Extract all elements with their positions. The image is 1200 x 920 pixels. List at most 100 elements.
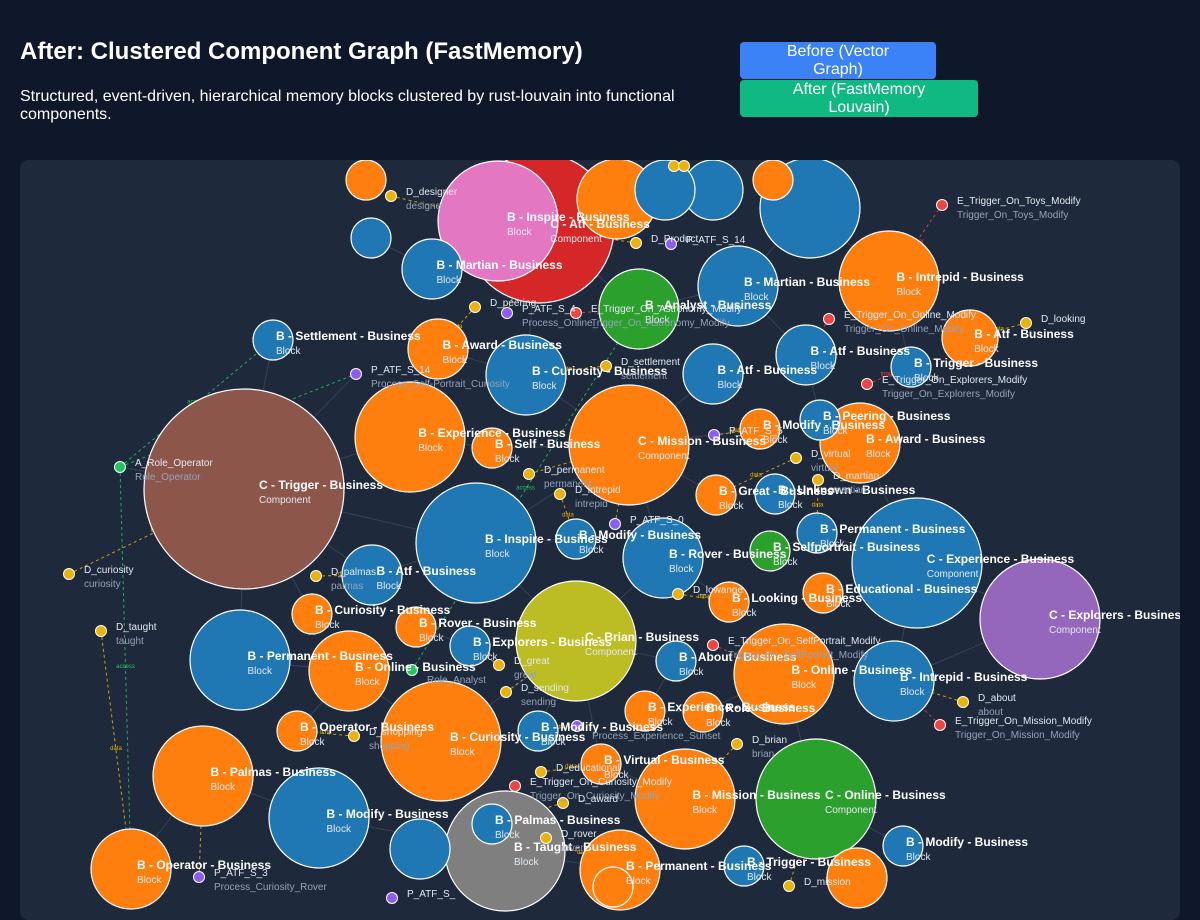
node-e-online[interactable]	[823, 313, 835, 325]
node-b-atf-mid2[interactable]	[775, 324, 837, 386]
node-b-unknown[interactable]	[754, 473, 796, 515]
node-d-mission[interactable]	[783, 880, 795, 892]
node-d-lowange[interactable]	[672, 588, 684, 600]
node-c-explorers[interactable]	[979, 558, 1101, 680]
node-b-modify-mid[interactable]	[555, 518, 597, 560]
node-e-selfportrait[interactable]	[707, 639, 719, 651]
node-b-inspire-top[interactable]	[437, 160, 559, 282]
node-b-trigger-bot[interactable]	[723, 845, 765, 887]
graph-panel[interactable]: accessaccessaccessaccessdatadatadatadata…	[20, 160, 1180, 920]
node-p-atf-s0[interactable]	[609, 518, 621, 530]
node-b-peering[interactable]	[799, 399, 841, 441]
node-p-atf-s4[interactable]	[501, 307, 513, 319]
node-c-online[interactable]	[755, 738, 877, 860]
node-b-experience-bot[interactable]	[624, 690, 666, 732]
node-d-educational[interactable]	[535, 766, 547, 778]
node-b-rover-mid[interactable]	[622, 517, 704, 599]
node-d-top2[interactable]	[668, 160, 680, 172]
node-b-about[interactable]	[655, 640, 697, 682]
node-c-brian[interactable]	[515, 580, 637, 702]
node-b-atf-left[interactable]	[341, 544, 403, 606]
node-b-self[interactable]	[471, 427, 513, 469]
node-b-educational[interactable]	[802, 572, 844, 614]
node-a-role-analyst[interactable]	[406, 664, 418, 676]
node-p-atf-s3[interactable]	[193, 871, 205, 883]
node-p-atf-s14-top[interactable]	[665, 238, 677, 250]
node-e-mission[interactable]	[934, 719, 946, 731]
node-b-taught-small[interactable]	[389, 818, 451, 880]
node-d-virtual[interactable]	[790, 452, 802, 464]
node-e-explorers[interactable]	[861, 378, 873, 390]
node-a-role-operator[interactable]	[114, 461, 126, 473]
node-b-online-left[interactable]	[308, 630, 390, 712]
component-graph[interactable]: accessaccessaccessaccessdatadatadatadata…	[20, 160, 1180, 920]
node-d-top3[interactable]	[678, 160, 690, 172]
node-b-curiosity-big[interactable]	[380, 680, 502, 802]
node-b-permanent-right[interactable]	[796, 512, 838, 554]
node-b-experience-left[interactable]	[354, 381, 466, 493]
node-b-small-white[interactable]	[592, 866, 634, 908]
node-b-great[interactable]	[695, 474, 737, 516]
node-b-curiosity-mid[interactable]	[485, 334, 567, 416]
node-c-mission[interactable]	[568, 384, 690, 506]
node-c-experience[interactable]	[851, 497, 983, 629]
node-b-online-right[interactable]	[733, 623, 835, 725]
node-b-modify-right[interactable]	[739, 408, 781, 450]
node-b-award-mid[interactable]	[407, 318, 469, 380]
node-b-rover-left[interactable]	[395, 606, 437, 648]
node-b-virtual[interactable]	[580, 743, 622, 785]
node-d-martian[interactable]	[812, 474, 824, 486]
node-b-inspire-mid[interactable]	[415, 482, 537, 604]
node-b-modify-bot[interactable]	[517, 710, 559, 752]
node-c-trigger[interactable]	[143, 388, 345, 590]
node-b-intrepid-right[interactable]	[838, 230, 940, 332]
node-p-atf-s5[interactable]	[708, 429, 720, 441]
node-d-award[interactable]	[557, 797, 569, 809]
node-d-brian[interactable]	[731, 738, 743, 750]
node-e-astronomy[interactable]	[570, 307, 582, 319]
node-d-designer[interactable]	[385, 190, 397, 202]
before-vector-graph-button[interactable]: Before (Vector Graph)	[740, 42, 936, 79]
node-d-palmas[interactable]	[310, 570, 322, 582]
node-d-great[interactable]	[493, 659, 505, 671]
node-e-toys[interactable]	[936, 199, 948, 211]
node-b-curiosity-left[interactable]	[291, 593, 333, 635]
node-b-atf-mid3[interactable]	[682, 343, 744, 405]
node-b-mission-bot[interactable]	[634, 748, 736, 850]
node-b-modify-bot-right[interactable]	[882, 825, 924, 867]
node-b-modify-big[interactable]	[268, 767, 370, 869]
node-b-analyst[interactable]	[598, 268, 680, 350]
node-d-top1[interactable]	[630, 237, 642, 249]
node-b-operator-mid[interactable]	[276, 710, 318, 752]
node-p-experience-sunset[interactable]	[571, 720, 583, 732]
node-d-peering[interactable]	[469, 301, 481, 313]
node-b-palmas-bot[interactable]	[471, 803, 513, 845]
node-b-role[interactable]	[682, 691, 724, 733]
node-b-inspire-small[interactable]	[350, 217, 392, 259]
node-b-palmas-left[interactable]	[152, 725, 254, 827]
node-d-permanent[interactable]	[523, 468, 535, 480]
node-b-top-c[interactable]	[634, 160, 696, 221]
node-b-settlement[interactable]	[252, 319, 294, 361]
node-b-atf-right[interactable]	[941, 309, 999, 367]
node-d-taught[interactable]	[95, 625, 107, 637]
node-d-rover[interactable]	[540, 832, 552, 844]
node-d-looking[interactable]	[1020, 317, 1032, 329]
node-p-atf-s14[interactable]	[350, 368, 362, 380]
node-d-shopping[interactable]	[348, 730, 360, 742]
node-b-top-orange2[interactable]	[752, 160, 794, 201]
node-b-top-orange1[interactable]	[345, 160, 387, 201]
node-d-intrepid[interactable]	[554, 488, 566, 500]
node-b-martian-mid[interactable]	[697, 245, 779, 327]
node-d-settlement[interactable]	[600, 360, 612, 372]
node-d-sending[interactable]	[500, 686, 512, 698]
node-p-bottom[interactable]	[386, 892, 398, 904]
node-d-curiosity[interactable]	[63, 568, 75, 580]
node-b-martian-left[interactable]	[401, 238, 463, 300]
node-d-about[interactable]	[957, 696, 969, 708]
node-b-intrepid-right2[interactable]	[853, 640, 935, 722]
after-fastmemory-louvain-button[interactable]: After (FastMemory Louvain)	[740, 80, 978, 117]
node-e-curiosity[interactable]	[509, 780, 521, 792]
node-b-selfportrait[interactable]	[749, 530, 791, 572]
node-b-trigger-right[interactable]	[890, 346, 932, 388]
